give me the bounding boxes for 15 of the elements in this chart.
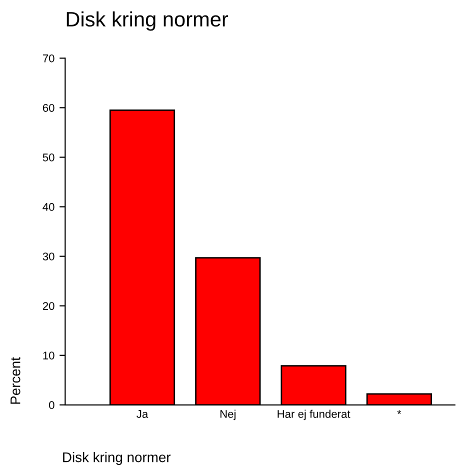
- y-tick-label: 0: [49, 401, 54, 410]
- y-tick-label: 10: [43, 352, 54, 360]
- x-tick-label: *: [397, 410, 402, 414]
- y-tick-label: 60: [42, 104, 54, 112]
- x-tick-label: Ja: [136, 410, 148, 418]
- y-tick-label: 30: [42, 252, 54, 260]
- x-axis-title: Disk kring normer: [63, 452, 171, 465]
- x-tick-label: Nej: [220, 410, 236, 420]
- y-tick-label: 50: [42, 154, 54, 162]
- y-tick-label: 40: [42, 203, 54, 211]
- y-tick-label: 70: [42, 54, 54, 62]
- y-tick-label: 20: [42, 302, 54, 310]
- chart-title: Disk kring normer: [66, 11, 228, 31]
- y-axis-title: Percent: [10, 357, 20, 404]
- x-tick-label: Har ej funderat: [278, 410, 350, 420]
